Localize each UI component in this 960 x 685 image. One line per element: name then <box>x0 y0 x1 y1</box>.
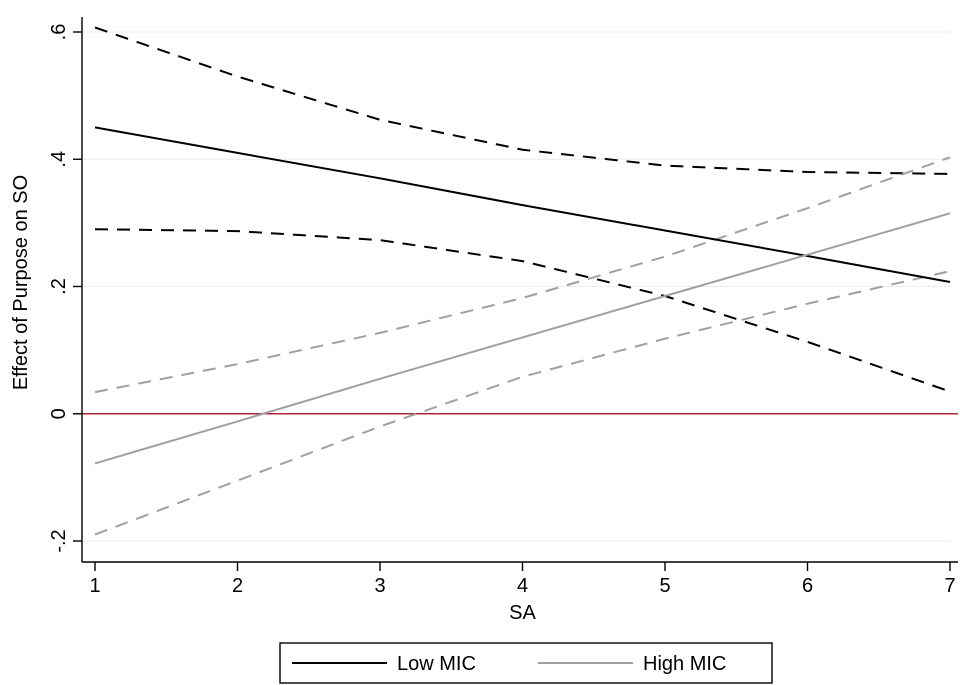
x-tick-label: 7 <box>944 575 955 597</box>
legend-label-high-mic: High MIC <box>643 653 726 675</box>
high-mic-ci-lower-line <box>94 270 951 536</box>
y-tick-label: .4 <box>48 151 70 168</box>
x-tick-label: 5 <box>659 575 670 597</box>
y-tick-label: .6 <box>48 24 70 41</box>
y-axis-label: Effect of Purpose on SO <box>10 175 32 390</box>
series-lines <box>94 126 951 465</box>
low-mic-ci-lower-line <box>94 228 951 393</box>
x-axis-label: SA <box>509 602 536 624</box>
x-tick-label: 1 <box>89 575 100 597</box>
high-mic-series-line <box>94 212 951 465</box>
y-tick-label: .2 <box>48 278 70 295</box>
y-tick-label: 0 <box>48 408 70 419</box>
axes: 1 2 3 4 5 6 7 -.2 0 .2 .4 .6 <box>48 17 958 597</box>
high-mic-ci-upper-line <box>94 156 951 394</box>
low-mic-series-line <box>94 126 951 283</box>
gridlines <box>82 31 950 542</box>
confidence-bands <box>94 26 951 536</box>
x-tick-label: 4 <box>517 575 528 597</box>
x-tick-label: 2 <box>232 575 243 597</box>
x-tick-label: 6 <box>802 575 813 597</box>
y-tick-label: -.2 <box>48 529 70 552</box>
low-mic-ci-upper-line <box>94 26 951 175</box>
x-tick-label: 3 <box>374 575 385 597</box>
legend: Low MIC High MIC <box>279 642 773 684</box>
legend-label-low-mic: Low MIC <box>397 653 476 675</box>
